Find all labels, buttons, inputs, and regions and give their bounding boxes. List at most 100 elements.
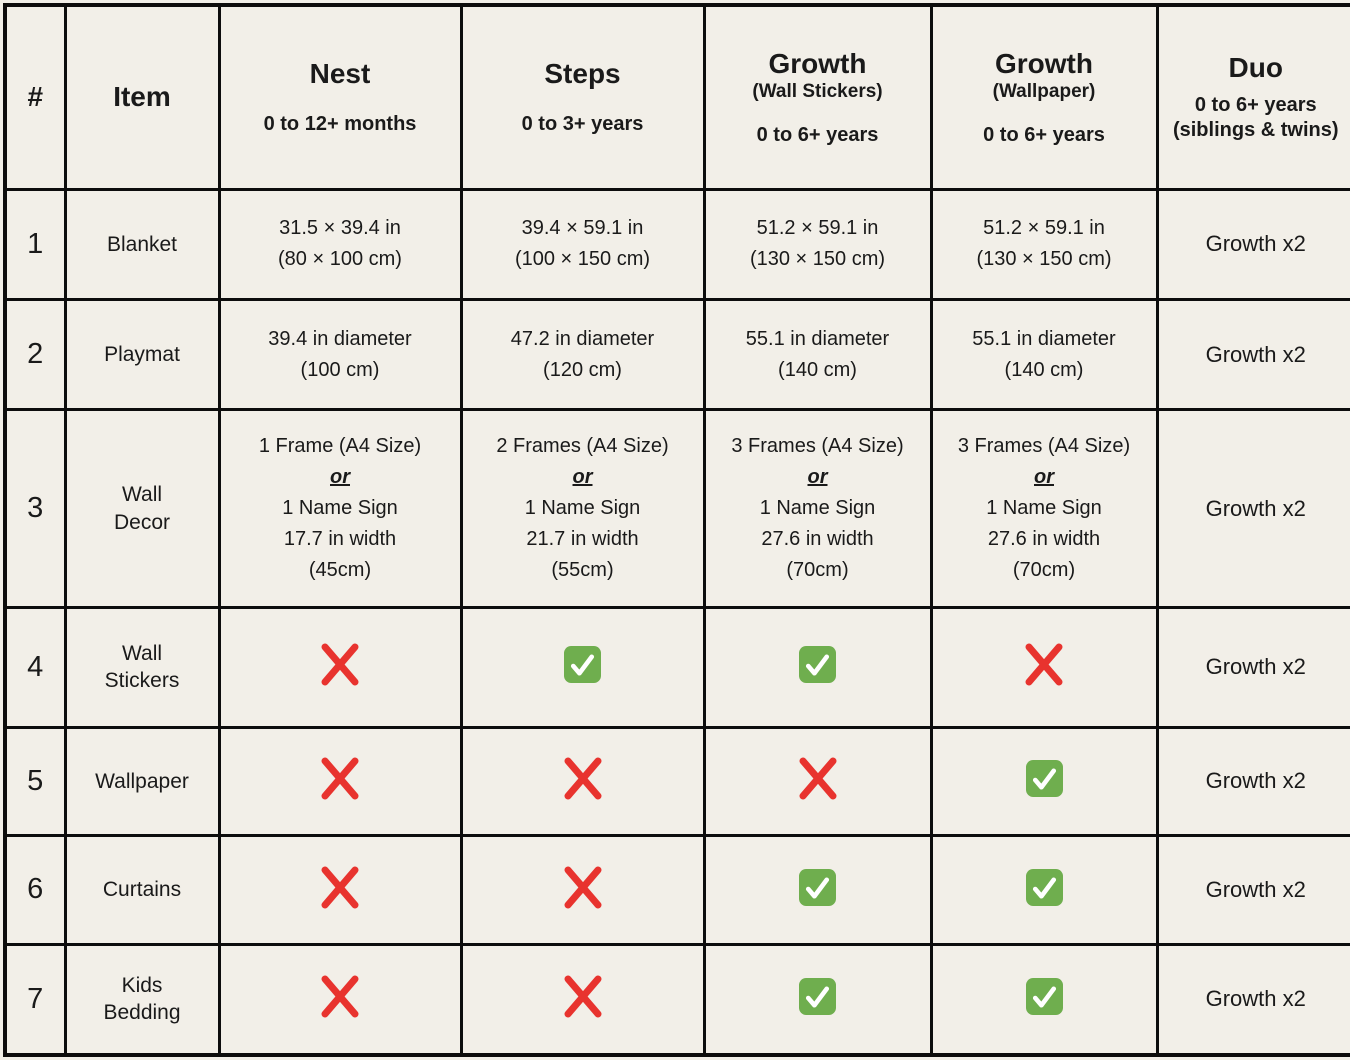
cell-line: (80 × 100 cm) [278,248,402,271]
item-name: Curtains [102,877,182,901]
cell-line: Growth x2 [1205,876,1306,902]
row-number: 2 [3,298,67,412]
check-icon [1025,978,1063,1016]
header-number-column: # [3,3,67,191]
table-header: # Item Nest 0 to 12+ months Steps 0 to 3+ y… [3,3,1350,191]
cell-line: (70cm) [786,559,849,582]
not-included-cell [459,942,706,1057]
table-row-wallpaper: 5 Wallpaper Growth x2 [3,725,1350,837]
included-cell [702,605,933,729]
cell-line: (140 cm) [1004,358,1084,381]
check-icon [1025,760,1063,798]
or-separator: or [330,466,350,489]
column-header-nest: Nest 0 to 12+ months [217,3,463,191]
cell-line: 3 Frames (A4 Size) [957,435,1131,458]
cell-line: Growth x2 [1205,495,1306,521]
header-row: # Item Nest 0 to 12+ months Steps 0 to 3+ y… [3,3,1350,191]
row-number: 3 [3,408,67,609]
product-title: Growth [995,47,1093,79]
cell-line: (70cm) [1012,559,1076,582]
item-name-cell: Kids Bedding [63,942,221,1057]
table-row-playmat: 2 Playmat 39.4 in diameter (100 cm) 47.2 in … [3,298,1350,412]
check-icon [1025,868,1063,906]
row-number: 4 [3,605,67,729]
detail-cell: Growth x2 [1155,605,1350,729]
included-cell [929,942,1159,1057]
not-included-cell [459,725,706,837]
table-body: 1 Blanket 31.5 × 39.4 in (80 × 100 cm) 39.4 … [3,187,1350,1057]
included-cell [929,725,1159,837]
cell-line: (140 cm) [778,358,857,381]
cell-line: 1 Name Sign [759,497,876,520]
detail-cell: 51.2 × 59.1 in (130 × 150 cm) [702,187,933,302]
item-name: Wallpaper [95,769,189,793]
cell-line: (130 × 150 cm) [749,248,886,271]
row-number: 7 [3,942,67,1057]
column-header-steps: Steps 0 to 3+ years [459,3,706,191]
item-name-cell: Curtains [63,833,221,946]
cell-line: 39.4 in diameter [268,327,412,350]
not-included-cell [929,605,1159,729]
not-included-cell [217,942,463,1057]
cell-line: 1 Name Sign [986,497,1102,520]
cell-line: 51.2 × 59.1 in [756,217,879,240]
detail-cell: 47.2 in diameter (120 cm) [459,298,706,412]
item-name: Playmat [104,343,180,367]
not-included-cell [217,605,463,729]
table-row-blanket: 1 Blanket 31.5 × 39.4 in (80 × 100 cm) 39.4 … [3,187,1350,302]
table-row-curtains: 6 Curtains Growth x2 [3,833,1350,946]
product-title: Growth [768,47,867,79]
included-cell [702,942,933,1057]
cell-line: 39.4 × 59.1 in [521,217,644,240]
item-name-cell: Blanket [63,187,221,302]
cell-line: Growth x2 [1205,231,1306,257]
detail-cell: 2 Frames (A4 Size) or 1 Name Sign 21.7 in w… [459,408,706,609]
check-icon [564,646,601,684]
cross-icon [561,864,605,911]
not-included-cell [217,725,463,837]
detail-cell: 3 Frames (A4 Size) or 1 Name Sign 27.6 in w… [929,408,1159,609]
detail-cell: 55.1 in diameter (140 cm) [929,298,1159,412]
check-icon [799,868,836,906]
or-separator: or [572,466,593,489]
cell-line: Growth x2 [1205,986,1306,1012]
detail-cell: 39.4 × 59.1 in (100 × 150 cm) [459,187,706,302]
cell-line: 17.7 in width [283,528,397,551]
detail-cell: 39.4 in diameter (100 cm) [217,298,463,412]
cross-icon [561,755,605,802]
cell-line: 47.2 in diameter [510,327,655,350]
cell-line: 55.1 in diameter [745,327,890,350]
included-cell [702,833,933,946]
cell-line: 1 Name Sign [524,497,641,520]
detail-cell: 31.5 × 39.4 in (80 × 100 cm) [217,187,463,302]
cell-line: 51.2 × 59.1 in [983,217,1105,240]
cell-line: 3 Frames (A4 Size) [731,435,904,458]
product-age-range: 0 to 6+ years [756,123,879,146]
not-included-cell [702,725,933,837]
cross-icon [796,755,840,802]
detail-cell: 51.2 × 59.1 in (130 × 150 cm) [929,187,1159,302]
table-row-kids-bedding: 7 Kids Bedding Growth x2 [3,942,1350,1057]
item-name-cell: Playmat [63,298,221,412]
cell-line: (45cm) [308,559,372,582]
cell-line: (120 cm) [543,358,622,381]
not-included-cell [459,833,706,946]
product-age-range: 0 to 6+ years (siblings & twins) [1172,94,1339,141]
cell-line: 31.5 × 39.4 in [279,217,401,240]
cell-line: 1 Frame (A4 Size) [258,435,422,458]
row-number: 6 [3,833,67,946]
cross-icon [318,755,362,802]
detail-cell: Growth x2 [1155,833,1350,946]
product-title: Nest [309,57,371,89]
product-age-range: 0 to 6+ years [983,123,1105,146]
cross-icon [1022,641,1066,688]
cell-line: 1 Name Sign [282,497,398,520]
detail-cell: 1 Frame (A4 Size) or 1 Name Sign 17.7 in wi… [217,408,463,609]
cross-icon [318,973,362,1020]
row-number: 1 [3,187,67,302]
item-name-cell: Wall Decor [63,408,221,609]
product-age-range: 0 to 12+ months [263,113,417,136]
detail-cell: 55.1 in diameter (140 cm) [702,298,933,412]
not-included-cell [217,833,463,946]
product-age-range: 0 to 3+ years [521,113,644,136]
